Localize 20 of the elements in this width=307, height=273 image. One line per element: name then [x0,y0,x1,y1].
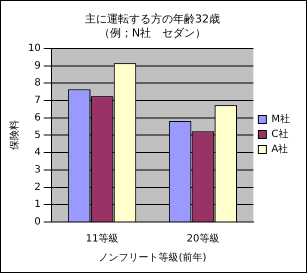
x-tick-label: 11等級 [86,232,119,245]
y-tick-label: 4 [34,147,41,158]
legend-label: C社 [271,128,288,140]
y-tick-label: 9 [34,60,41,72]
y-tick-label: 6 [34,112,41,124]
y-tick-label: 7 [34,95,41,106]
y-tick-label: 3 [34,164,41,176]
chart-title: 主に運転する方の年齢32歳 [85,12,220,26]
y-tick-label: 0 [34,216,41,228]
y-tick-label: 1 [34,199,41,210]
x-tick-label: 20等級 [186,232,220,245]
y-tick-label: 8 [34,78,41,89]
x-axis-title: ノンフリート等級(前年) [98,252,207,264]
legend-label: A社 [271,143,288,156]
y-axis-title: 保険料 [8,120,21,150]
y-tick-label: 10 [28,42,41,54]
chart-subtitle: （例；N社 セダン） [98,26,206,40]
legend-label: M社 [271,113,290,126]
y-tick-label: 2 [34,182,41,193]
y-tick-label: 5 [34,130,41,141]
